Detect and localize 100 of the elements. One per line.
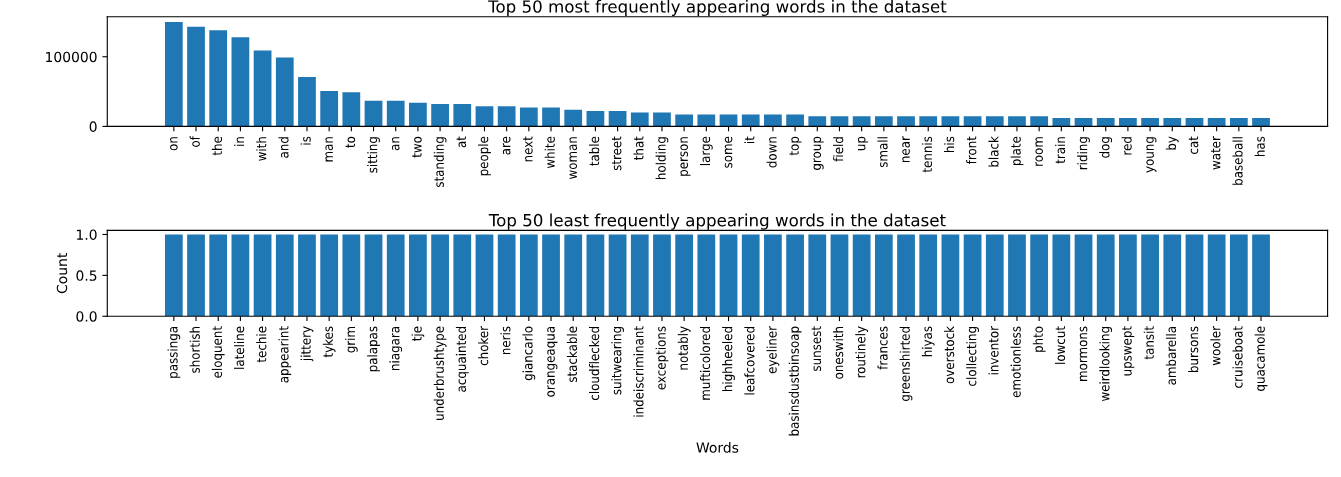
x-tick-label: white <box>544 136 555 169</box>
bar <box>1163 118 1182 127</box>
bar <box>586 111 605 127</box>
x-tick-label: street <box>611 136 622 171</box>
x-tick-label: tykes <box>322 326 336 358</box>
x-tick-label: grim <box>344 326 358 353</box>
bar <box>275 57 294 127</box>
x-tick-label: inventor <box>988 325 999 375</box>
x-tick-label: black <box>988 136 999 167</box>
bar <box>1141 118 1159 127</box>
x-tick-label: palapas <box>367 326 380 372</box>
x-tick-label: cruiseboat <box>1232 326 1243 388</box>
x-tick-label: on <box>170 137 178 151</box>
bar <box>830 116 849 127</box>
x-tick-label: down <box>766 137 777 168</box>
x-tick-label: by <box>1165 136 1179 150</box>
bar <box>1207 118 1226 127</box>
x-tick-label: person <box>680 137 691 176</box>
x-tick-label: room <box>1035 137 1043 166</box>
bar <box>608 111 627 127</box>
x-tick-label: acquainted <box>455 327 469 392</box>
x-tick-label: emotionless <box>1010 326 1021 398</box>
bar <box>409 102 427 127</box>
x-tick-label: basinsdustbinsoap <box>788 326 802 436</box>
y-tick-label: 0 <box>89 121 97 132</box>
x-tick-label: with <box>256 137 267 161</box>
x-tick-label: quacamole <box>1254 326 1268 391</box>
x-tick-label: water <box>1211 136 1221 170</box>
x-tick-label: upswept <box>1122 326 1135 376</box>
x-tick-label: that <box>633 136 644 160</box>
x-tick-label: appearint <box>278 326 292 383</box>
x-tick-label: exceptions <box>655 326 669 390</box>
x-tick-label: weirdlooking <box>1099 327 1113 402</box>
x-tick-label: leafcovered <box>744 327 755 395</box>
bar <box>298 76 316 127</box>
bar <box>675 114 694 127</box>
x-tick-label: at <box>456 136 467 148</box>
y-tick-label: 100000 <box>46 51 97 63</box>
x-tick-label: orangeaqua <box>547 327 558 397</box>
bar <box>1074 118 1093 127</box>
y-axis-title: Count <box>56 253 68 294</box>
x-tick-label: the <box>211 136 223 156</box>
x-tick-label: has <box>1254 136 1265 157</box>
chart-title: Top 50 most frequently appearing words in the dataset <box>488 0 947 16</box>
x-tick-label: holding <box>655 137 669 180</box>
x-tick-label: giancarlo <box>522 326 536 381</box>
x-tick-label: table <box>589 136 600 166</box>
x-tick-label: tansit <box>1143 326 1154 360</box>
x-tick-label: mormons <box>1079 326 1088 381</box>
x-tick-label: tje <box>411 326 425 341</box>
x-tick-label: it <box>744 136 755 143</box>
x-tick-label: passinga <box>167 327 181 378</box>
x-tick-label: riding <box>1077 137 1090 170</box>
x-tick-label: some <box>724 136 733 168</box>
x-tick-label: phto <box>1032 326 1046 352</box>
x-tick-label: next <box>523 136 533 162</box>
bar <box>231 37 250 127</box>
y-tick-label: 0.0 <box>76 311 97 322</box>
x-tick-label: wooler <box>1210 325 1221 366</box>
x-tick-label: group <box>813 136 824 170</box>
x-axis-title: Words <box>696 442 739 453</box>
x-tick-label: sitting <box>367 137 380 173</box>
x-tick-label: overstock <box>944 326 955 384</box>
bar <box>874 116 893 127</box>
x-tick-label: oneswith <box>833 326 844 379</box>
x-tick-label: young <box>1146 137 1157 173</box>
bar <box>697 114 716 127</box>
bar <box>497 106 516 127</box>
x-tick-label: two <box>412 136 422 158</box>
x-tick-label: mufticolored <box>699 327 711 400</box>
x-tick-label: eyeliner <box>766 325 780 374</box>
bar <box>542 107 560 127</box>
x-tick-label: cat <box>1188 136 1199 154</box>
x-tick-label: ambarella <box>1165 327 1177 385</box>
x-tick-label: hiyas <box>921 326 935 357</box>
bar <box>209 30 228 127</box>
bar <box>253 50 272 127</box>
bar <box>741 114 760 127</box>
x-tick-label: jittery <box>300 326 314 362</box>
x-tick-label: routinely <box>855 326 869 378</box>
x-tick-label: field <box>833 137 844 162</box>
bar <box>1030 116 1049 127</box>
x-tick-label: small <box>877 137 888 168</box>
x-tick-label: standing <box>433 137 447 188</box>
bar <box>564 109 583 127</box>
x-tick-label: tennis <box>921 136 933 173</box>
bar <box>764 114 782 127</box>
bar <box>453 104 472 127</box>
bar <box>963 116 982 127</box>
bar <box>852 116 871 127</box>
x-tick-label: man <box>325 137 333 162</box>
x-tick-label: and <box>278 137 289 158</box>
x-tick-label: baseball <box>1232 137 1243 185</box>
bar <box>519 107 538 127</box>
bar <box>386 100 405 127</box>
x-tick-label: in <box>234 137 245 146</box>
bar <box>187 26 205 127</box>
x-tick-label: are <box>502 136 511 155</box>
bar <box>364 100 383 127</box>
x-tick-label: dog <box>1099 137 1113 158</box>
